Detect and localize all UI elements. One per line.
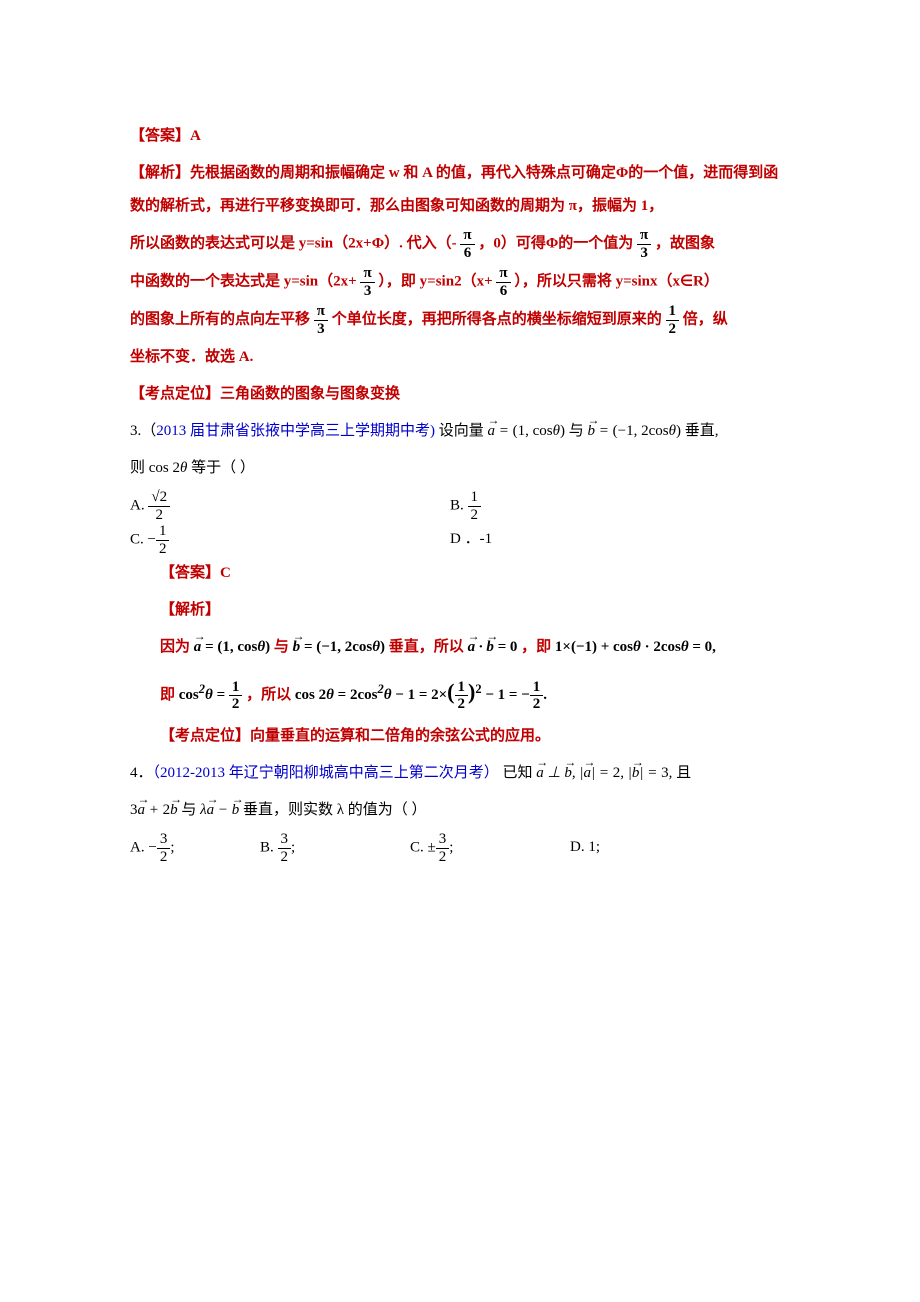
q4-options: A. −32; B. 32; C. ±32; D. 1; (130, 831, 790, 865)
explanation-line4: 的图象上所有的点向左平移 π3 个单位长度，再把所得各点的横坐标缩短到原来的 1… (130, 303, 790, 337)
fraction-1-2: 12 (156, 523, 170, 557)
option-b: B. 12 (450, 489, 481, 523)
cos-2theta: cos 2θ = 2cos2θ − 1 = 2× (295, 687, 447, 703)
expr2: λa − b (200, 802, 239, 818)
fraction-3-2: 32 (157, 831, 171, 865)
option-b: B. 32; (260, 831, 410, 865)
fraction-pi-6: π6 (496, 265, 510, 299)
label: C. (410, 840, 424, 856)
fraction-1-2: 12 (530, 679, 544, 713)
label: B. (260, 840, 274, 856)
source-link: 2013 届甘肃省张掖中学高三上学期期中考) (156, 423, 435, 439)
label: D ．-1 (450, 531, 492, 547)
label: A. (130, 840, 145, 856)
text: 4． (130, 765, 153, 781)
option-c: C. −12 (130, 523, 450, 557)
explanation-intro: 【解析】先根据函数的周期和振幅确定 w 和 A 的值，再代入特殊点可确定Φ的一个… (130, 157, 790, 223)
q3-explanation-head: 【解析】 (130, 594, 790, 627)
fraction-pi-6: π6 (460, 227, 474, 261)
explanation-line5: 坐标不变．故选 A. (130, 341, 790, 374)
label: D. (570, 839, 585, 855)
text: ），所以只需将 y=sinx（x∈R） (514, 273, 719, 289)
option-d: D ．-1 (450, 523, 492, 557)
value: 1; (588, 839, 600, 855)
cos-sq: cos2θ = (179, 687, 229, 703)
fraction-1-2: 12 (666, 303, 680, 337)
q3-expl-line1: 因为 a = (1, cosθ) 与 b = (−1, 2cosθ) 垂直，所以… (130, 631, 790, 664)
label: A. (130, 497, 145, 513)
text: 所以函数的表达式可以是 y=sin（2x+Φ）. 代入（- (130, 235, 457, 251)
text: 个单位长度，再把所得各点的横坐标缩短到原来的 (332, 311, 662, 327)
explanation-line3: 中函数的一个表达式是 y=sin（2x+ π3 ），即 y=sin2（x+ π6… (130, 265, 790, 299)
vector-b: b = (−1, 2cosθ) (588, 423, 681, 439)
text: 即 (160, 687, 175, 703)
fraction-sqrt2-2: √22 (148, 489, 170, 523)
q3-answer: 【答案】C (130, 557, 790, 590)
text: 3.（ (130, 423, 156, 439)
explanation-line2: 所以函数的表达式可以是 y=sin（2x+Φ）. 代入（- π6 ，0）可得Φ的… (130, 227, 790, 261)
text: 已知 (503, 765, 533, 781)
text: 倍，纵 (683, 311, 728, 327)
vector-a: a = (1, cosθ) (194, 639, 270, 655)
q3-topic-position: 【考点定位】向量垂直的运算和二倍角的余弦公式的应用。 (130, 720, 790, 753)
expansion: 1×(−1) + cosθ · 2cosθ = 0, (555, 639, 716, 655)
label: B. (450, 497, 464, 513)
text: ; (449, 840, 453, 856)
option-d: D. 1; (570, 831, 600, 865)
option-a: A. √22 (130, 489, 450, 523)
option-a: A. −32; (130, 831, 260, 865)
fraction-pi-3: π3 (360, 265, 374, 299)
text: ，即 (521, 639, 551, 655)
source-link: （2012-2013 年辽宁朝阳柳城高中高三上第二次月考） (153, 765, 499, 781)
q3-options-row2: C. −12 D ．-1 (130, 523, 790, 557)
fraction-pi-3: π3 (314, 303, 328, 337)
text: 因为 (160, 639, 190, 655)
vector-a: a = (1, cosθ) (488, 423, 566, 439)
text: 垂直，则实数 λ 的值为（ ） (243, 802, 427, 818)
option-c: C. ±32; (410, 831, 570, 865)
q3-line1: 3.（2013 届甘肃省张掖中学高三上学期期中考) 设向量 a = (1, co… (130, 415, 790, 448)
fraction-1-2: 12 (455, 679, 469, 713)
q3-expl-line2: 即 cos2θ = 12 ，所以 cos 2θ = 2cos2θ − 1 = 2… (130, 668, 790, 716)
fraction-1-2: 12 (468, 489, 482, 523)
q3-options-row1: A. √22 B. 12 (130, 489, 790, 523)
text: ，所以 (246, 687, 291, 703)
q4-line1: 4．（2012-2013 年辽宁朝阳柳城高中高三上第二次月考） 已知 a ⊥ b… (130, 757, 790, 790)
fraction-1-2: 12 (229, 679, 243, 713)
q4-line2: 3a + 2b 与 λa − b 垂直，则实数 λ 的值为（ ） (130, 794, 790, 827)
text: ），即 y=sin2（x+ (378, 273, 492, 289)
text: 的图象上所有的点向左平移 (130, 311, 310, 327)
text: 与 (181, 802, 196, 818)
topic-position: 【考点定位】三角函数的图象与图象变换 (130, 378, 790, 411)
perp: a ⊥ b, |a| = 2, |b| = 3, (536, 765, 672, 781)
vector-b: b = (−1, 2cosθ) (293, 639, 385, 655)
text: 设向量 (439, 423, 484, 439)
text: 与 (569, 423, 584, 439)
text: 垂直, (685, 423, 719, 439)
expr1: 3a + 2b (130, 802, 178, 818)
fraction-3-2: 32 (278, 831, 292, 865)
text: ; (291, 840, 295, 856)
fraction-pi-3: π3 (637, 227, 651, 261)
q3-line2: 则 cos 2θ 等于（ ） (130, 452, 790, 485)
label: C. (130, 531, 144, 547)
text: ，故图象 (655, 235, 715, 251)
text: 垂直，所以 (389, 639, 464, 655)
text: 且 (676, 765, 691, 781)
text: ; (170, 840, 174, 856)
text: ，0）可得Φ的一个值为 (478, 235, 633, 251)
minus-sign: − (148, 531, 156, 547)
dot-product: a · b = 0 (468, 639, 518, 655)
text: 中函数的一个表达式是 y=sin（2x+ (130, 273, 357, 289)
fraction-3-2: 32 (436, 831, 450, 865)
text: 与 (274, 639, 289, 655)
answer-label: 【答案】A (130, 120, 790, 153)
